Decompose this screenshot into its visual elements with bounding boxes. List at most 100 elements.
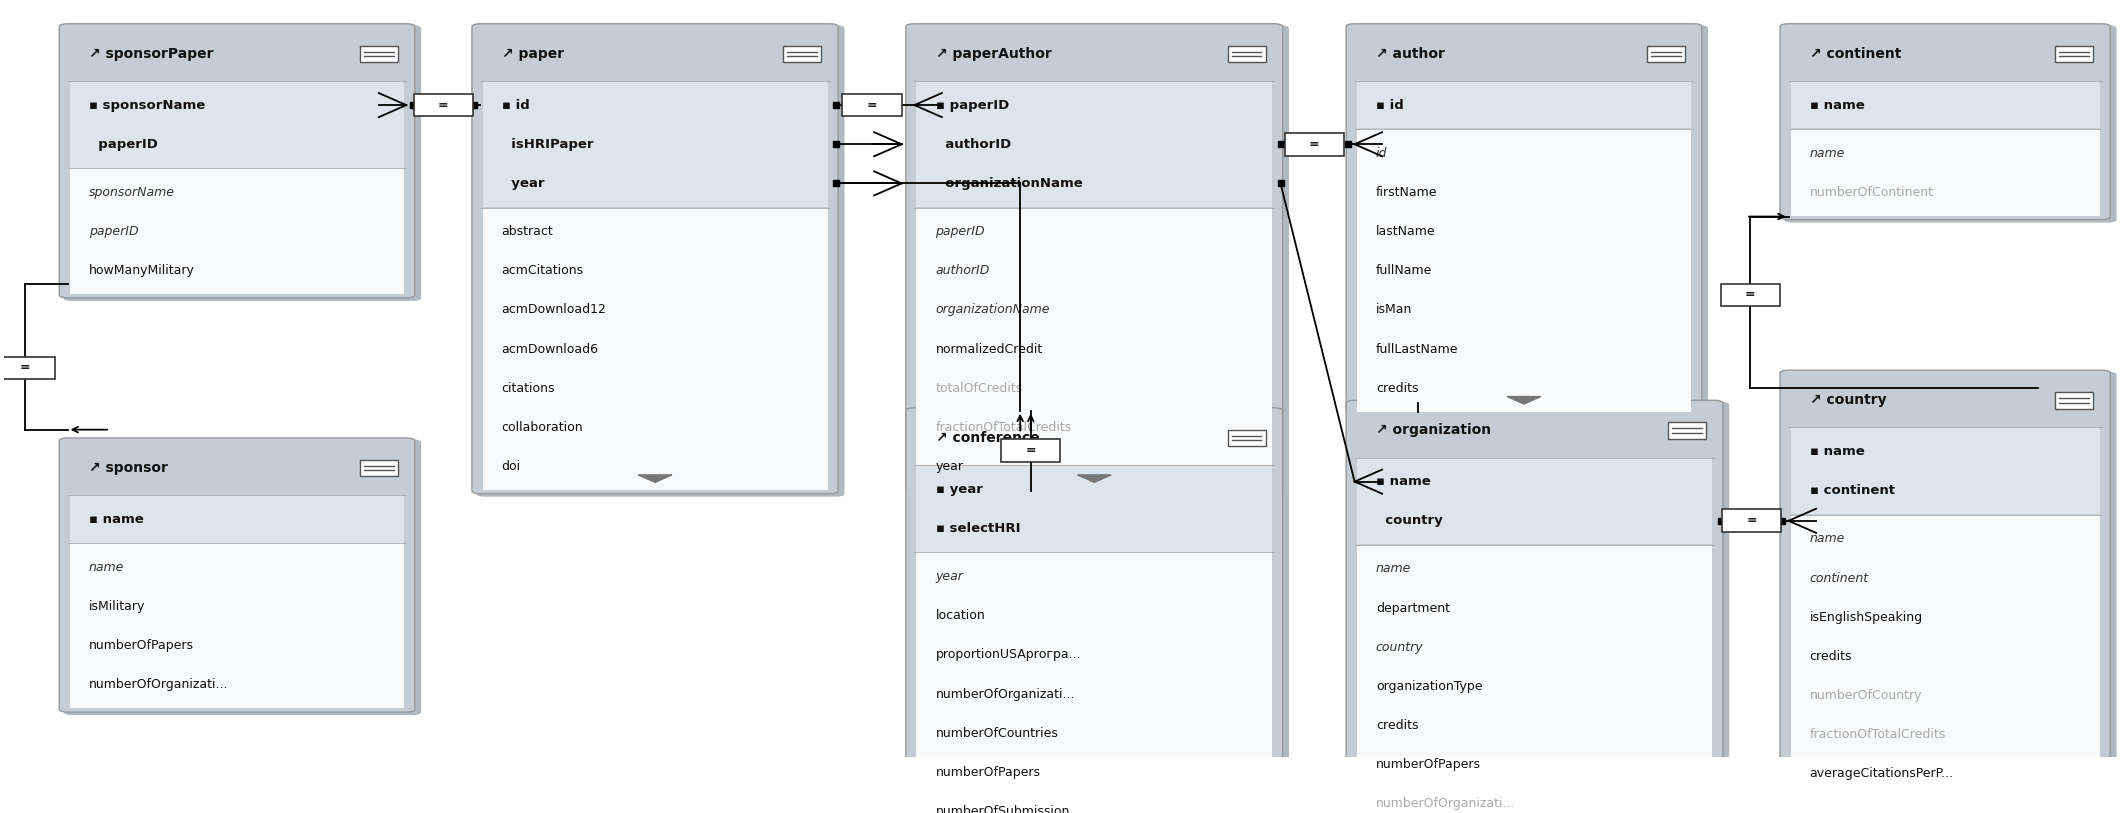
Text: =: = — [19, 362, 30, 375]
Text: totalOfCredits: totalOfCredits — [935, 382, 1022, 395]
Text: isHRIPaper: isHRIPaper — [502, 137, 593, 150]
Text: =: = — [867, 98, 878, 111]
FancyBboxPatch shape — [1349, 25, 1708, 419]
Text: year: year — [935, 570, 963, 583]
Bar — [1721, 284, 1781, 307]
Text: location: location — [935, 609, 986, 622]
FancyBboxPatch shape — [910, 409, 1290, 813]
Text: collaboration: collaboration — [502, 421, 582, 434]
Bar — [1791, 428, 2100, 514]
Text: country: country — [1375, 515, 1443, 528]
Text: numberOfContinent: numberOfContinent — [1810, 186, 1934, 199]
Text: ↗ paperAuthor: ↗ paperAuthor — [935, 47, 1052, 61]
Bar — [916, 552, 1273, 813]
Text: authorID: authorID — [935, 264, 990, 277]
Bar — [1668, 422, 1706, 439]
Bar — [359, 460, 397, 476]
Text: numberOfPapers: numberOfPapers — [1375, 759, 1481, 772]
FancyBboxPatch shape — [1785, 372, 2116, 804]
Text: proportionUSAprогра...: proportionUSAprогра... — [935, 648, 1082, 661]
FancyBboxPatch shape — [905, 408, 1284, 813]
Text: organizationName: organizationName — [935, 303, 1050, 316]
Bar — [70, 543, 404, 708]
Text: continent: continent — [1810, 572, 1868, 585]
FancyBboxPatch shape — [60, 438, 414, 712]
Text: =: = — [1747, 515, 1757, 528]
Text: fullName: fullName — [1375, 264, 1432, 277]
Text: normalizedCredit: normalizedCredit — [935, 342, 1043, 355]
FancyBboxPatch shape — [1345, 400, 1723, 813]
Bar — [70, 495, 404, 542]
Text: citations: citations — [502, 382, 555, 395]
Text: numberOfOrganizati...: numberOfOrganizati... — [935, 688, 1075, 701]
Text: =: = — [438, 98, 448, 111]
Text: =: = — [1745, 289, 1755, 302]
Text: doi: doi — [502, 460, 521, 473]
Text: acmCitations: acmCitations — [502, 264, 584, 277]
Text: isMan: isMan — [1375, 303, 1413, 316]
Text: credits: credits — [1375, 382, 1417, 395]
FancyBboxPatch shape — [476, 25, 844, 497]
FancyBboxPatch shape — [60, 24, 414, 298]
Text: ↗ paper: ↗ paper — [502, 47, 563, 61]
Bar — [916, 465, 1273, 552]
Text: numberOfSubmission: numberOfSubmission — [935, 805, 1069, 813]
Text: numberOfPapers: numberOfPapers — [89, 639, 193, 652]
FancyBboxPatch shape — [1349, 402, 1730, 813]
Text: ▪ selectHRI: ▪ selectHRI — [935, 522, 1020, 535]
Text: fractionOfTotalCredits: fractionOfTotalCredits — [935, 421, 1071, 434]
Text: ↗ author: ↗ author — [1375, 47, 1445, 61]
Bar — [916, 207, 1273, 490]
Text: numberOfOrganizati...: numberOfOrganizati... — [89, 679, 227, 692]
Text: isEnglishSpeaking: isEnglishSpeaking — [1810, 611, 1923, 624]
Text: id: id — [1375, 147, 1388, 160]
Bar — [70, 168, 404, 294]
Bar — [1228, 46, 1266, 62]
Bar — [916, 81, 1273, 207]
Text: ↗ sponsor: ↗ sponsor — [89, 461, 168, 475]
Text: ↗ organization: ↗ organization — [1375, 424, 1492, 437]
Bar — [842, 93, 901, 116]
Text: name: name — [89, 561, 123, 574]
Text: year: year — [502, 177, 544, 190]
Text: fullLastName: fullLastName — [1375, 342, 1458, 355]
Text: numberOfPapers: numberOfPapers — [935, 766, 1041, 779]
Bar — [1356, 129, 1692, 411]
FancyBboxPatch shape — [1781, 24, 2110, 220]
Polygon shape — [1507, 397, 1541, 404]
Text: ▪ id: ▪ id — [502, 98, 529, 111]
Polygon shape — [1077, 475, 1111, 482]
Text: ▪ paperID: ▪ paperID — [935, 98, 1009, 111]
Text: ▪ name: ▪ name — [89, 513, 144, 526]
Text: organizationName: organizationName — [935, 177, 1082, 190]
FancyBboxPatch shape — [1785, 25, 2116, 223]
Text: howManyMilitary: howManyMilitary — [89, 264, 196, 277]
Text: lastName: lastName — [1375, 225, 1434, 238]
Bar — [482, 81, 827, 207]
Text: abstract: abstract — [502, 225, 552, 238]
FancyBboxPatch shape — [1345, 24, 1702, 415]
Bar — [0, 357, 55, 379]
Text: credits: credits — [1375, 720, 1417, 733]
Bar — [1791, 515, 2100, 798]
Text: =: = — [1026, 444, 1037, 457]
Text: credits: credits — [1810, 650, 1853, 663]
FancyBboxPatch shape — [472, 24, 837, 493]
Bar — [1647, 46, 1685, 62]
Bar — [1228, 429, 1266, 446]
Bar — [2055, 392, 2093, 409]
Bar — [1001, 440, 1060, 462]
Text: ▪ name: ▪ name — [1375, 475, 1430, 488]
Text: name: name — [1810, 533, 1844, 546]
Text: paperID: paperID — [89, 225, 138, 238]
Text: averageCitationsPerP...: averageCitationsPerP... — [1810, 767, 1953, 780]
Text: isMilitary: isMilitary — [89, 600, 144, 613]
Bar — [359, 46, 397, 62]
Text: paperID: paperID — [89, 137, 157, 150]
Text: firstName: firstName — [1375, 186, 1436, 199]
Bar — [1356, 458, 1713, 544]
Polygon shape — [638, 475, 672, 482]
Text: =: = — [1309, 137, 1320, 150]
Bar — [2055, 46, 2093, 62]
Text: ↗ sponsorPaper: ↗ sponsorPaper — [89, 47, 212, 61]
